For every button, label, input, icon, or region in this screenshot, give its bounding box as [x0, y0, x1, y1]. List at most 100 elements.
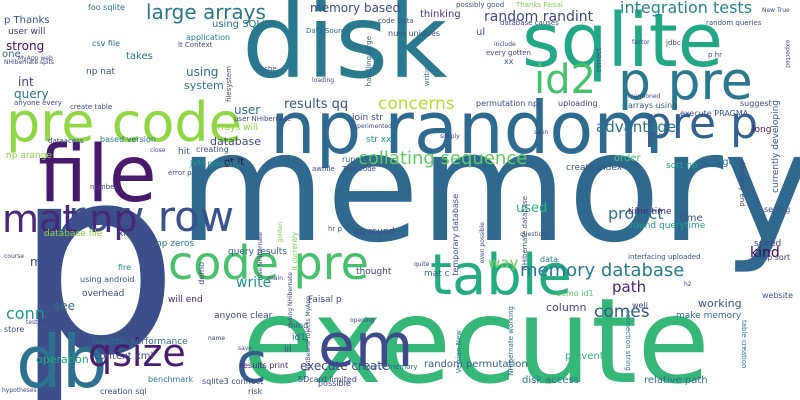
word-jdbc: jdbc: [666, 39, 681, 47]
word-suggest: suggest: [740, 99, 772, 108]
word-sqlite3-connect: sqlite3 connect: [202, 377, 264, 386]
word-arrays-will: arrays will: [212, 123, 259, 133]
word-id2: id2: [534, 57, 596, 103]
word-c: c: [236, 331, 267, 396]
word-random-queries: random queries: [706, 19, 762, 27]
word-pre-p: pre p: [644, 98, 759, 149]
word-p-pre: p pre: [618, 52, 753, 112]
word-include: include: [494, 41, 516, 48]
word-golden: golden: [277, 222, 284, 243]
word-anyone-clear: anyone clear: [214, 311, 273, 321]
word-jvm-memory: JVM memory: [190, 159, 241, 168]
word-way: way: [488, 254, 519, 272]
word-long: long: [752, 125, 772, 135]
word-thinking: thinking: [420, 9, 461, 20]
word-number: number: [90, 183, 118, 191]
word-xx: xx: [504, 57, 514, 66]
word-creating: creating: [196, 145, 229, 154]
word-em: em: [318, 311, 414, 381]
word-using-nhibernate: using NHibernate: [287, 272, 294, 325]
word-dataacess: dataacess: [48, 137, 84, 145]
word-relative-path: relative path: [644, 375, 708, 386]
word-running: running: [342, 155, 373, 164]
word-np-arange: np arange: [6, 151, 52, 161]
word-order: order: [614, 153, 641, 164]
word-seen: seen: [534, 129, 549, 136]
word-version-new: Version New: [455, 330, 463, 374]
word-kind: kind: [750, 245, 780, 261]
word-permutation-np: permutation np: [476, 99, 539, 108]
word-path: path: [612, 278, 647, 296]
word-handling-large: handling large: [365, 36, 373, 87]
word-xml-file: xml file: [118, 229, 152, 239]
word-awhile: awhile: [312, 165, 335, 173]
word-np-zeros: np zeros: [156, 239, 195, 249]
word-large-arrays: large arrays: [146, 0, 266, 24]
word-database-file: database file: [44, 229, 103, 239]
word-memory-database: memory database: [520, 260, 685, 281]
word-conn: conn: [6, 304, 45, 323]
word-foo-sqlite: foo sqlite: [88, 3, 125, 12]
word-simply: simply: [440, 133, 460, 140]
word-will-end: will end: [168, 295, 203, 305]
word-demo: demo: [197, 262, 206, 285]
word-time-time: time time: [628, 207, 672, 217]
word-id1: id1: [292, 333, 306, 343]
word-memory: memory: [178, 99, 800, 276]
word-user-nhibernate: user NHibernate: [234, 115, 292, 123]
word-disk-access: disk access: [522, 375, 580, 386]
word-working: working: [698, 297, 742, 310]
word-join-str: join str: [352, 113, 383, 123]
word-make-memory: make memory: [676, 311, 742, 321]
word-fire: fire: [118, 263, 132, 272]
word-lt-currently: lt currently: [291, 232, 299, 271]
word-csv-file: csv file: [92, 39, 121, 48]
word-writing: writing: [423, 62, 431, 87]
word-mentioned: mentioned: [628, 93, 661, 100]
word-np-nat: np nat: [86, 67, 116, 77]
word-execute-create: execute create: [300, 359, 390, 373]
word-memory-based: memory based: [310, 1, 401, 15]
word-new-true: New True: [762, 7, 790, 14]
word-speed: speed: [754, 239, 782, 249]
word-see: see: [54, 299, 76, 313]
word-directory-end: directory end: [738, 160, 746, 207]
word-np-random: np random: [270, 86, 664, 170]
word-demo-id1: demo id1: [556, 289, 594, 298]
word-lil: lil: [284, 345, 292, 355]
word-application: application: [186, 33, 231, 42]
word-results-qq: results qq: [284, 97, 349, 112]
word-results-print: results print: [240, 361, 289, 370]
word-myapp-web: MyApp web: [18, 55, 53, 62]
word-lt-context: lt Context: [178, 41, 213, 49]
word-close: close: [150, 147, 166, 154]
word-table-creation: table creation: [740, 320, 748, 369]
word-h2: h2: [684, 281, 692, 288]
word-faisal-p: Faisal p: [308, 295, 342, 305]
word-change: change: [698, 157, 735, 168]
word-testing: testing: [26, 319, 47, 326]
word-connection-string: connection string: [624, 310, 632, 371]
word-user-will: user will: [8, 27, 46, 37]
word-strong: strong: [6, 39, 45, 53]
word-disk: disk: [242, 0, 448, 102]
word-correct: correct: [595, 48, 603, 73]
word-error-p: error p: [168, 169, 192, 177]
word-using-sqlite: using SQLite: [212, 19, 275, 30]
word-used: used: [516, 201, 548, 216]
word-create-index: create index: [566, 163, 623, 173]
word-thanks-faisal: Thanks Faisal: [516, 1, 563, 9]
word-round-querytime: round querytime: [630, 221, 706, 231]
word-arrays-using: arrays using: [628, 101, 678, 110]
word-query-results: query results: [228, 247, 287, 257]
word-pre-code: pre code: [6, 91, 242, 154]
word-use-nhibernate: use NHibernate: [257, 232, 264, 279]
word-str-xx: str xx: [366, 135, 392, 145]
word-collating-sequence: collating sequence: [358, 148, 528, 169]
word-experimented: experimented: [350, 123, 392, 130]
word-uploading: uploading: [558, 99, 598, 108]
word-prevent: prevent: [565, 351, 604, 362]
word-thought: thought: [356, 267, 392, 277]
word-sort-np: sort np: [666, 161, 698, 171]
